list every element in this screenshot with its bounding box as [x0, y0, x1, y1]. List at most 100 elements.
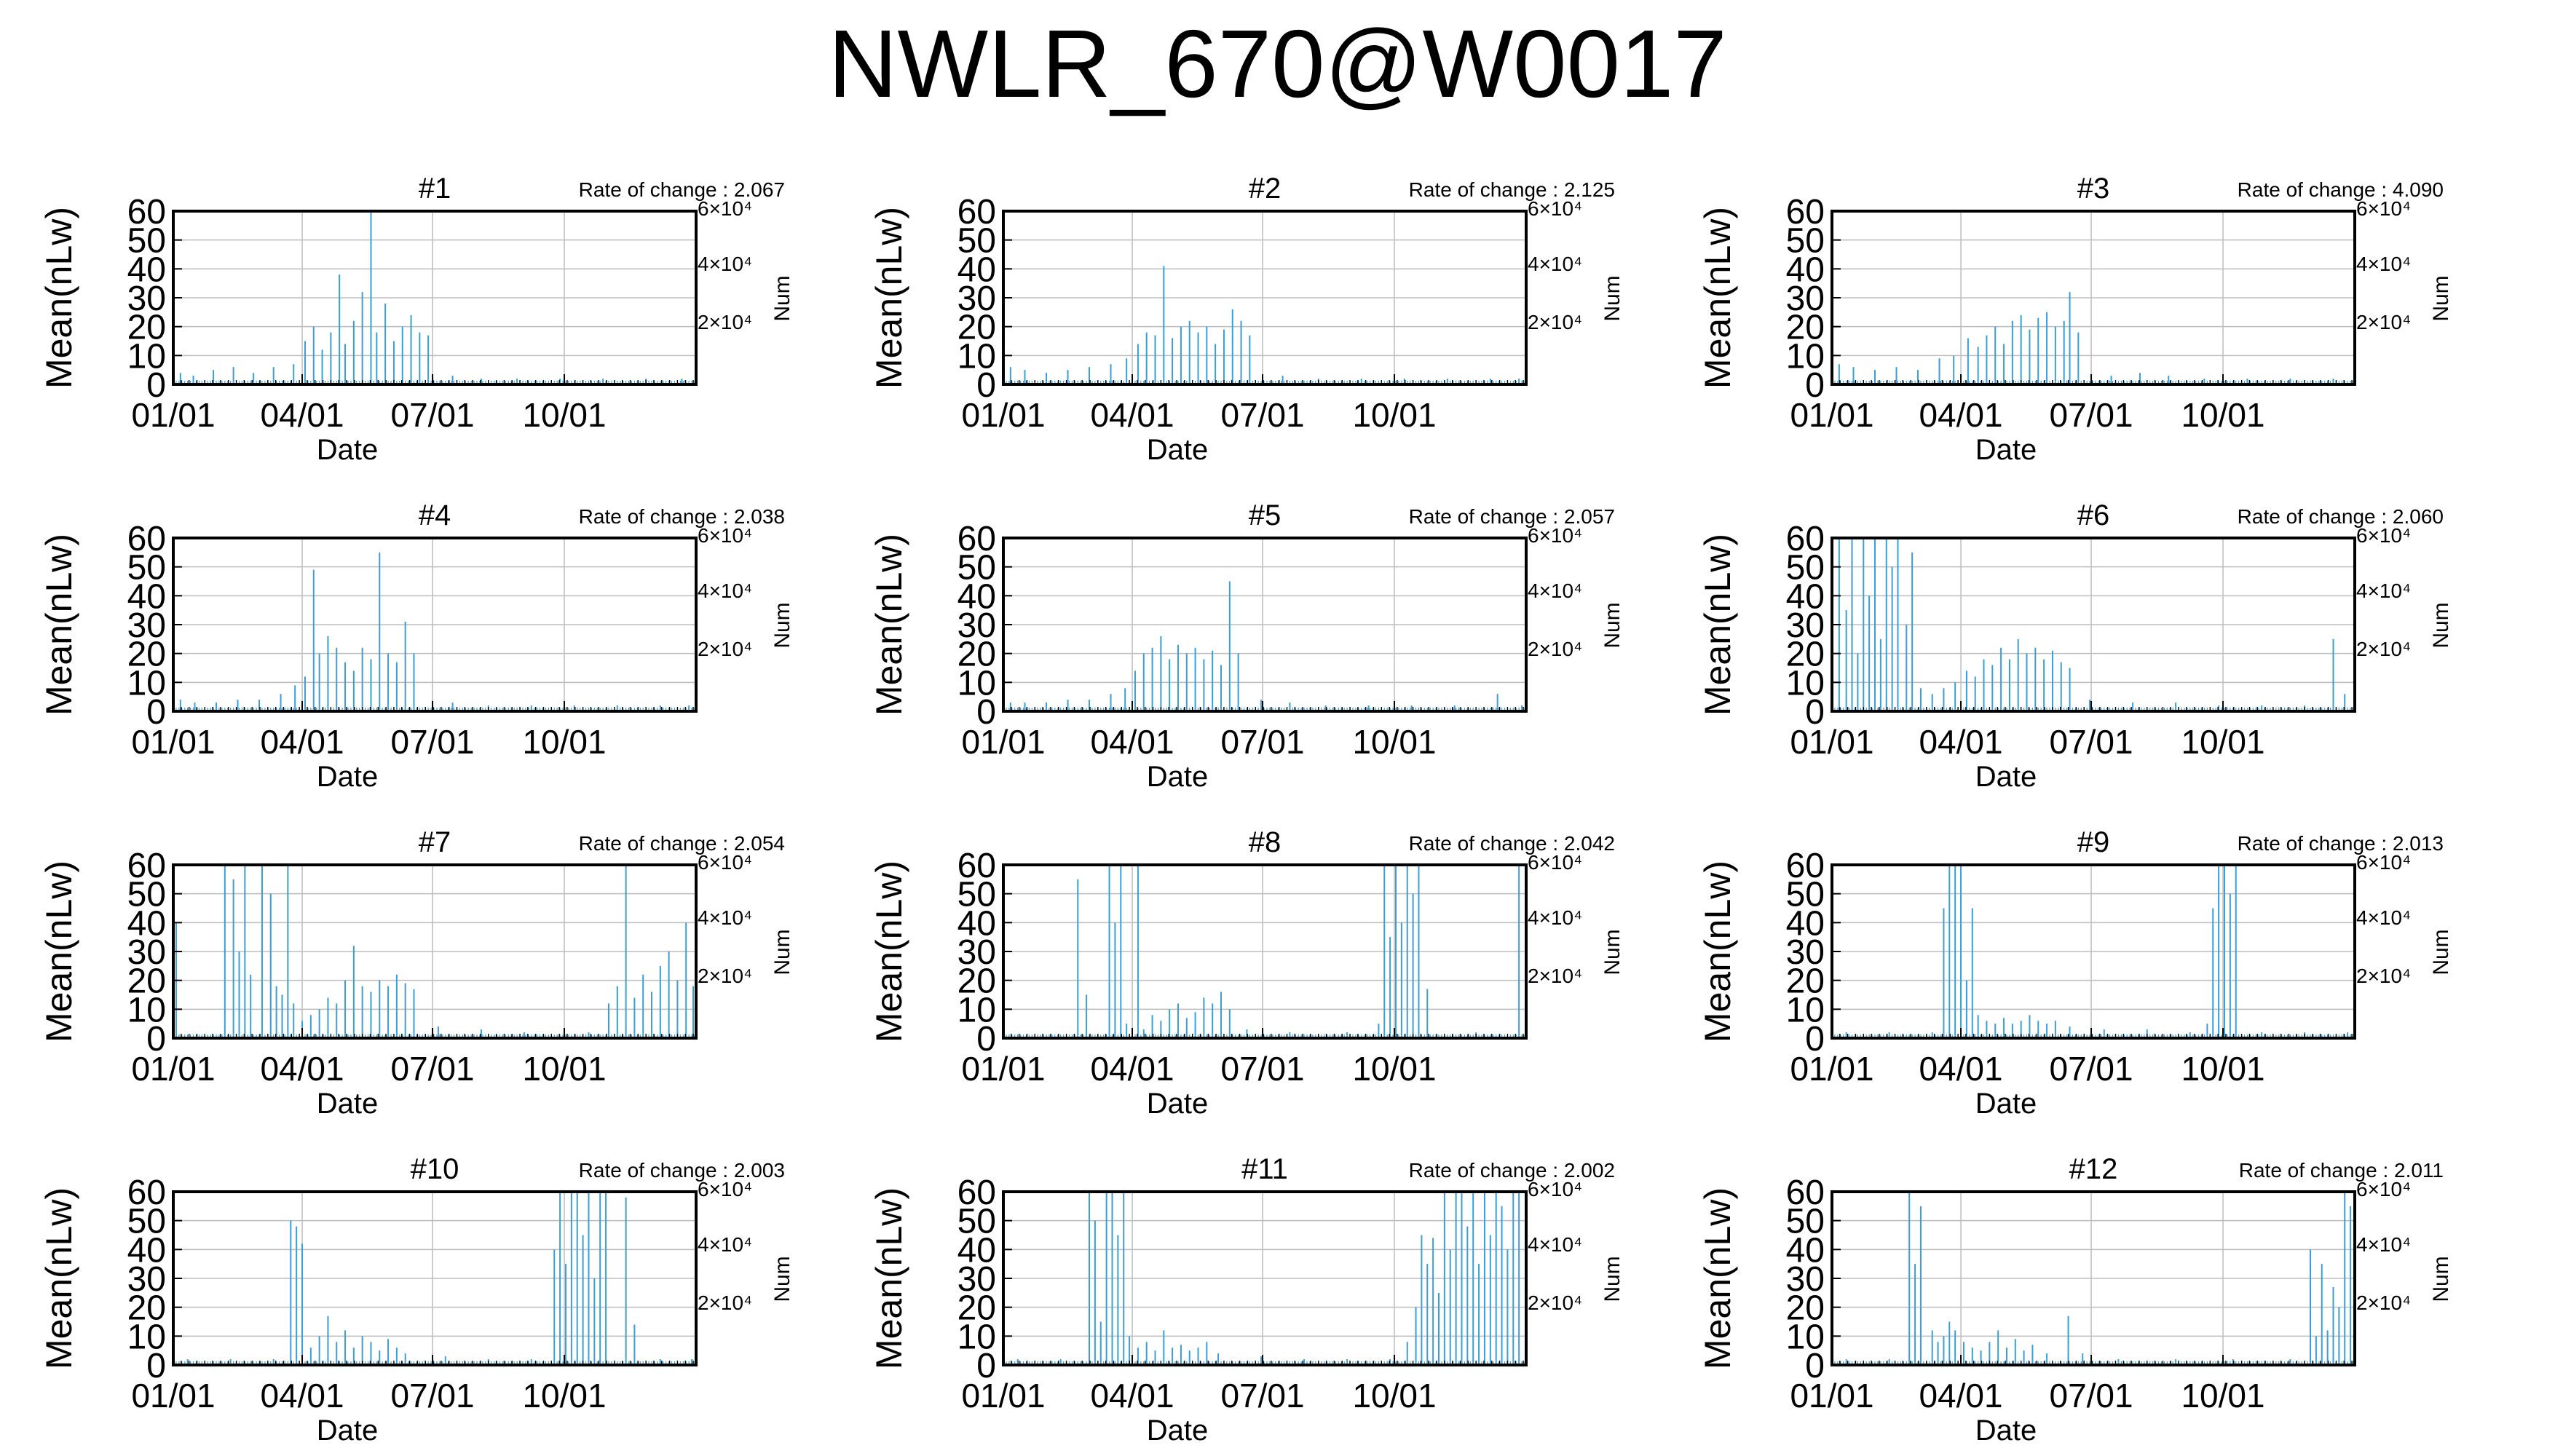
x-axis-label: Date — [1975, 1415, 2037, 1447]
y-tick-label: 10 — [1786, 664, 1825, 703]
y-axis-label: Mean(nLw) — [1697, 207, 1738, 389]
y-tick-label: 40 — [957, 577, 996, 616]
panel-title: #1 — [419, 173, 451, 205]
x-tick-label: 10/01 — [1352, 1377, 1436, 1415]
rate-of-change-label: Rate of change : 2.125 — [1409, 178, 1615, 201]
x-axis-label: Date — [1975, 1088, 2037, 1120]
panel-title: #8 — [1249, 826, 1282, 858]
y-tick-label: 10 — [1786, 337, 1825, 376]
y-tick-label: 60 — [127, 520, 166, 558]
panel-title: #4 — [419, 499, 451, 531]
y2-axis-label: Num — [2429, 1256, 2453, 1302]
y-tick-label: 40 — [127, 250, 166, 289]
y2-tick-label: 6×10⁴ — [2356, 1178, 2411, 1200]
y-tick-label: 40 — [1786, 250, 1825, 289]
y-tick-label: 10 — [957, 991, 996, 1029]
y2-tick-label: 6×10⁴ — [698, 524, 752, 547]
y-tick-label: 60 — [957, 520, 996, 558]
page-title: NWLR_670@W0017 — [828, 10, 1727, 117]
x-axis-label: Date — [317, 1088, 379, 1120]
x-tick-label: 01/01 — [1790, 1377, 1873, 1415]
y2-tick-label: 2×10⁴ — [1528, 965, 1582, 987]
y2-tick-label: 2×10⁴ — [698, 638, 752, 660]
y-tick-label: 20 — [127, 1289, 166, 1328]
y-tick-label: 50 — [1786, 222, 1825, 261]
y-tick-label: 0 — [146, 1020, 166, 1059]
x-tick-label: 10/01 — [2181, 1377, 2264, 1415]
y-tick-label: 0 — [1805, 693, 1825, 732]
rate-of-change-label: Rate of change : 2.054 — [579, 832, 785, 855]
y2-tick-label: 6×10⁴ — [1528, 1178, 1582, 1200]
x-tick-label: 01/01 — [1790, 1050, 1873, 1088]
panel-title: #7 — [419, 826, 451, 858]
y2-tick-label: 4×10⁴ — [2356, 579, 2411, 602]
y-tick-label: 20 — [1786, 309, 1825, 347]
x-tick-label: 10/01 — [1352, 1050, 1436, 1088]
x-axis-label: Date — [1975, 761, 2037, 793]
x-tick-label: 10/01 — [522, 1050, 606, 1088]
x-tick-label: 10/01 — [1352, 396, 1436, 434]
y-tick-label: 0 — [1805, 366, 1825, 405]
x-tick-label: 07/01 — [390, 1050, 474, 1088]
y-tick-label: 30 — [1786, 606, 1825, 645]
y-tick-label: 10 — [957, 337, 996, 376]
y-tick-label: 0 — [1805, 1347, 1825, 1385]
y-tick-label: 30 — [127, 606, 166, 645]
x-tick-label: 10/01 — [2181, 396, 2264, 434]
x-axis-label: Date — [317, 1415, 379, 1447]
y2-tick-label: 6×10⁴ — [698, 197, 752, 220]
rate-of-change-label: Rate of change : 4.090 — [2238, 178, 2444, 201]
y-tick-label: 50 — [1786, 549, 1825, 587]
x-tick-label: 01/01 — [961, 723, 1045, 761]
x-tick-label: 01/01 — [961, 396, 1045, 434]
x-tick-label: 04/01 — [1919, 1377, 2002, 1415]
y-tick-label: 50 — [127, 549, 166, 587]
y2-axis-label: Num — [1600, 602, 1624, 648]
rate-of-change-label: Rate of change : 2.067 — [579, 178, 785, 201]
x-tick-label: 04/01 — [1919, 723, 2002, 761]
y-tick-label: 30 — [1786, 280, 1825, 318]
y2-axis-label: Num — [2429, 929, 2453, 975]
y-tick-label: 20 — [127, 309, 166, 347]
y-tick-label: 40 — [957, 1231, 996, 1270]
panel-title: #2 — [1249, 173, 1282, 205]
y2-tick-label: 4×10⁴ — [698, 1233, 752, 1256]
y-tick-label: 40 — [1786, 577, 1825, 616]
y-tick-label: 0 — [976, 366, 996, 405]
y-tick-label: 60 — [1786, 520, 1825, 558]
x-axis-label: Date — [317, 434, 379, 466]
x-tick-label: 04/01 — [1919, 396, 2002, 434]
y2-tick-label: 6×10⁴ — [2356, 851, 2411, 874]
y-tick-label: 50 — [1786, 876, 1825, 914]
y-tick-label: 40 — [1786, 1231, 1825, 1270]
x-tick-label: 07/01 — [1220, 1050, 1304, 1088]
x-tick-label: 07/01 — [1220, 723, 1304, 761]
y-tick-label: 60 — [127, 1174, 166, 1212]
rate-of-change-label: Rate of change : 2.003 — [579, 1159, 785, 1182]
x-tick-label: 04/01 — [1090, 723, 1174, 761]
y-tick-label: 50 — [957, 876, 996, 914]
rate-of-change-label: Rate of change : 2.002 — [1409, 1159, 1615, 1182]
y-tick-label: 60 — [1786, 847, 1825, 885]
y2-tick-label: 2×10⁴ — [1528, 311, 1582, 333]
y2-tick-label: 4×10⁴ — [1528, 906, 1582, 929]
x-tick-label: 04/01 — [1090, 1050, 1174, 1088]
rate-of-change-label: Rate of change : 2.060 — [2238, 505, 2444, 528]
y2-tick-label: 4×10⁴ — [2356, 906, 2411, 929]
x-tick-label: 04/01 — [1919, 1050, 2002, 1088]
y-tick-label: 60 — [127, 193, 166, 232]
y-tick-label: 60 — [957, 1174, 996, 1212]
x-tick-label: 01/01 — [1790, 396, 1873, 434]
y-tick-label: 40 — [957, 250, 996, 289]
x-tick-label: 07/01 — [390, 1377, 474, 1415]
y-tick-label: 50 — [957, 549, 996, 587]
x-tick-label: 07/01 — [2049, 396, 2133, 434]
x-tick-label: 01/01 — [131, 1377, 215, 1415]
panel-title: #10 — [411, 1153, 459, 1185]
x-tick-label: 01/01 — [131, 1050, 215, 1088]
